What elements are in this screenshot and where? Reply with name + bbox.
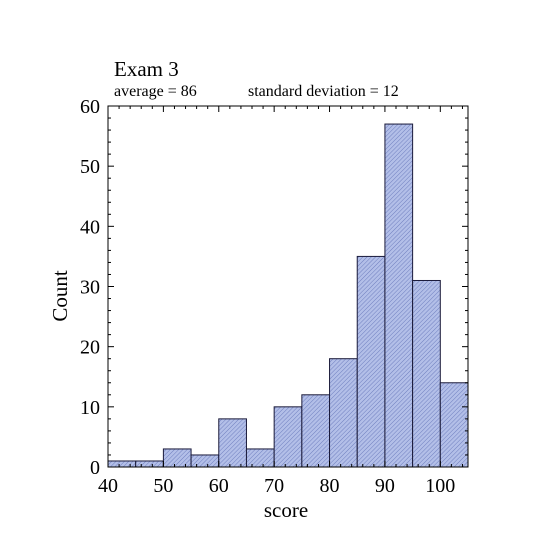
y-tick-label: 0 — [90, 457, 100, 479]
histogram-bar — [135, 460, 164, 468]
y-axis-label: Count — [48, 270, 72, 322]
x-tick-label: 50 — [153, 475, 173, 497]
histogram-bar — [245, 448, 275, 468]
x-tick-label: 80 — [320, 475, 340, 497]
chart-title: Exam 3 — [114, 57, 179, 81]
histogram-bar — [107, 460, 137, 468]
y-tick-labels: 0 10 20 30 40 50 60 — [80, 96, 100, 479]
plot-frame — [107, 105, 469, 468]
x-tick-label: 100 — [425, 475, 455, 497]
histogram-bar — [162, 448, 192, 468]
chart-subtitle-stddev: standard deviation = 12 — [248, 83, 399, 100]
bars-group — [107, 123, 469, 468]
x-tick-labels: 40 50 60 70 80 90 100 — [98, 475, 455, 497]
histogram-bar — [301, 394, 331, 468]
histogram-bar — [190, 454, 220, 468]
x-tick-label: 90 — [375, 475, 395, 497]
histogram-bar — [329, 358, 358, 468]
histogram-bar — [273, 406, 303, 468]
y-tick-label: 20 — [80, 337, 100, 359]
x-tick-label: 70 — [264, 475, 284, 497]
chart-subtitle-average: average = 86 — [114, 83, 197, 100]
histogram-bar — [439, 382, 469, 468]
y-tick-label: 60 — [80, 96, 100, 118]
histogram-bar — [412, 279, 441, 468]
y-tick-label: 30 — [80, 277, 100, 299]
histogram-bar — [356, 255, 386, 468]
histogram-bar — [384, 123, 414, 468]
x-tick-label: 60 — [209, 475, 229, 497]
histogram-bar — [218, 418, 247, 468]
y-tick-label: 50 — [80, 156, 100, 178]
y-tick-label: 10 — [80, 397, 100, 419]
x-axis-label: score — [264, 498, 308, 522]
y-tick-label: 40 — [80, 216, 100, 238]
x-tick-label: 40 — [98, 475, 118, 497]
